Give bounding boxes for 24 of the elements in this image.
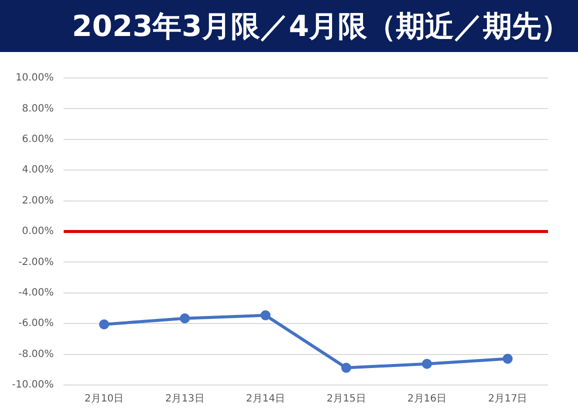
point (341, 362, 352, 373)
point (180, 313, 190, 324)
y-tick-label: 0.00% (22, 226, 54, 238)
y-tick-label: 2.00% (22, 195, 54, 206)
x-tick-label: 2月14日 (246, 394, 286, 405)
x-tick-label: 2月10日 (84, 394, 124, 405)
y-tick-label: -2.00% (18, 256, 54, 268)
point (99, 319, 110, 330)
y-tick-label: 10.00% (16, 72, 54, 84)
x-tick-label: 2月13日 (165, 394, 204, 405)
y-tick-label: 8.00% (22, 103, 54, 114)
y-tick-label: -10.00% (12, 380, 54, 391)
y-tick-label: -4.00% (18, 287, 54, 298)
x-tick-label: 2月15日 (326, 394, 366, 405)
y-tick-label: -8.00% (18, 348, 54, 360)
point (422, 358, 432, 369)
chart-title: 2023年3月限／4月限（期近／期先） (0, 0, 578, 52)
x-tick-label: 2月16日 (407, 394, 446, 405)
y-tick-label: -6.00% (18, 318, 54, 330)
x-tick-label: 2月17日 (488, 394, 528, 405)
y-tick-label: 6.00% (22, 134, 54, 145)
point (260, 310, 271, 320)
y-tick-label: 4.00% (22, 164, 54, 176)
point (502, 354, 513, 364)
